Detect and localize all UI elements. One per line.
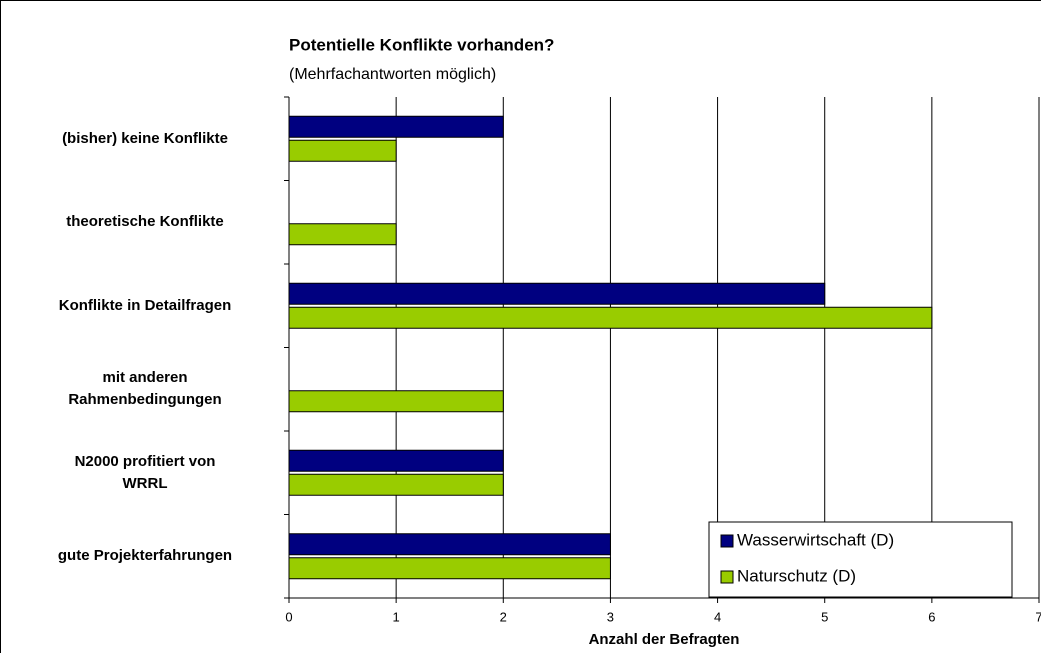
bar	[288, 557, 611, 580]
y-tick-label: Konflikte in Detailfragen	[58, 296, 232, 314]
x-tick-label: 5	[821, 609, 828, 624]
x-tick-label: 0	[285, 609, 292, 624]
x-axis-title: Anzahl der Befragten	[589, 631, 740, 648]
y-tick-label: theoretische Konflikte	[66, 213, 224, 231]
x-tick-label: 2	[500, 609, 507, 624]
legend-box	[708, 521, 1013, 598]
x-tick-label: 6	[928, 609, 935, 624]
bar	[288, 473, 504, 496]
y-tick-label: (bisher) keine Konflikte	[62, 129, 228, 147]
legend-label: Naturschutz (D)	[737, 566, 856, 585]
y-tick-label: mit anderen Rahmenbedingungen	[68, 369, 222, 409]
legend-label: Wasserwirtschaft (D)	[737, 530, 894, 549]
x-tick-label: 4	[714, 609, 721, 624]
bar	[288, 282, 826, 305]
bar	[288, 115, 504, 138]
y-tick-label: gute Projekterfahrungen	[57, 547, 233, 565]
x-tick-label: 7	[1035, 609, 1041, 624]
chart-title: Potentielle Konflikte vorhanden?	[289, 35, 554, 54]
bar	[288, 449, 504, 472]
bar	[288, 139, 397, 162]
bar	[288, 533, 611, 556]
bar	[288, 223, 397, 246]
legend-swatch	[720, 534, 734, 548]
bar	[288, 306, 933, 329]
legend-swatch	[720, 570, 734, 584]
x-tick-label: 3	[607, 609, 614, 624]
bar	[288, 390, 504, 413]
x-tick-label: 1	[393, 609, 400, 624]
y-tick-label: N2000 profitiert von WRRL	[74, 452, 216, 492]
chart-subtitle: (Mehrfachantworten möglich)	[289, 66, 496, 83]
